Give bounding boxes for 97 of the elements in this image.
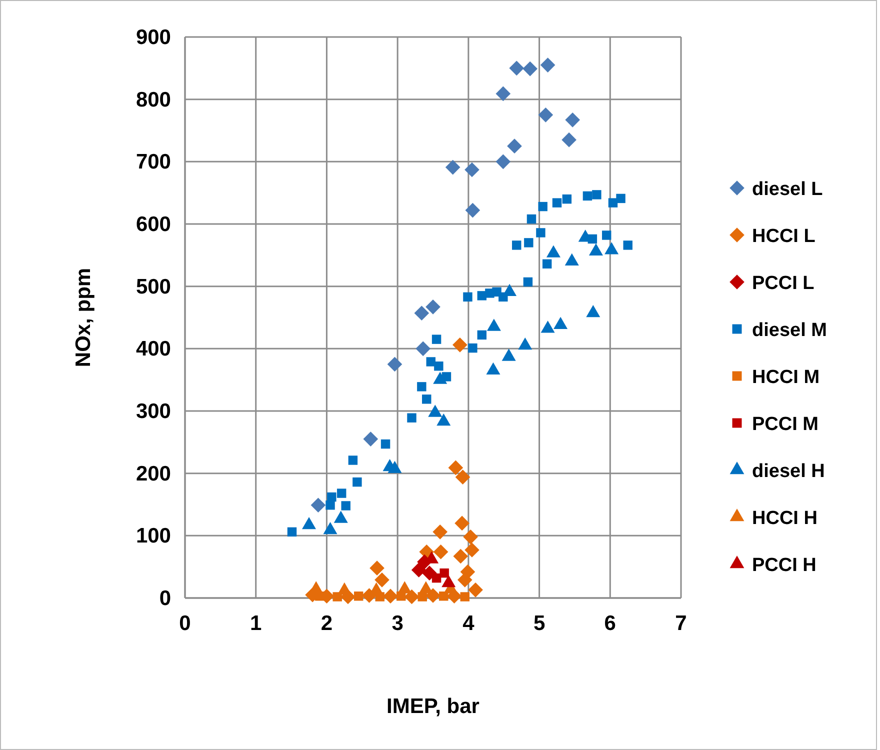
y-tick-label: 800: [136, 88, 171, 112]
point: [432, 524, 448, 540]
legend-label: diesel M: [752, 320, 827, 341]
point: [608, 198, 618, 208]
legend-label: diesel H: [752, 461, 825, 482]
point: [526, 214, 536, 224]
point: [460, 592, 470, 602]
point: [414, 306, 430, 321]
y-tick-label: 900: [136, 26, 171, 49]
point: [464, 542, 480, 558]
point: [434, 362, 444, 371]
y-tick-label: 200: [136, 462, 171, 486]
point: [422, 566, 437, 580]
point: [387, 356, 402, 372]
point: [463, 529, 478, 544]
point: [463, 292, 472, 302]
legend-label: HCCI H: [752, 508, 818, 529]
point: [453, 548, 468, 564]
point: [417, 382, 426, 392]
point: [592, 190, 602, 200]
x-tick-label: 0: [179, 612, 191, 635]
y-tick-label: 400: [136, 338, 171, 361]
point: [374, 572, 390, 588]
point: [363, 432, 378, 446]
point: [457, 572, 472, 588]
point: [477, 330, 486, 340]
point: [380, 439, 390, 449]
point: [562, 132, 576, 148]
point: [433, 544, 448, 560]
point: [341, 501, 350, 510]
point: [454, 516, 470, 531]
point: [422, 394, 432, 404]
point: [602, 230, 612, 240]
x-tick-label: 5: [533, 612, 546, 635]
y-tick-label: 300: [136, 400, 171, 423]
point: [352, 477, 362, 487]
legend-label: diesel L: [752, 179, 824, 200]
x-tick-label: 4: [462, 612, 475, 635]
point: [552, 198, 562, 208]
point: [582, 191, 592, 201]
y-tick-label: 600: [136, 213, 171, 236]
point: [507, 138, 522, 154]
point: [540, 58, 556, 72]
x-axis-title: IMEP, bar: [386, 695, 480, 718]
legend-label: HCCI L: [752, 226, 816, 247]
point: [287, 527, 297, 537]
point: [370, 560, 384, 576]
y-axis-title: NOx, ppm: [72, 268, 95, 368]
point: [509, 60, 524, 76]
point: [432, 334, 442, 344]
point: [336, 488, 346, 498]
point: [407, 413, 416, 422]
legend-label: PCCI M: [752, 414, 818, 435]
y-tick-label: 500: [136, 275, 171, 298]
x-tick-label: 2: [320, 612, 333, 635]
point: [440, 568, 449, 578]
point: [562, 194, 572, 204]
point: [326, 500, 335, 510]
point: [623, 240, 632, 250]
point: [464, 162, 480, 178]
legend-label: PCCI L: [752, 273, 815, 294]
point: [383, 588, 398, 604]
point: [468, 582, 483, 598]
point: [448, 460, 464, 476]
point: [465, 202, 480, 218]
point: [512, 240, 522, 250]
point: [542, 259, 552, 269]
point: [523, 277, 533, 287]
y-tick-label: 0: [159, 587, 171, 610]
x-tick-label: 1: [250, 612, 262, 635]
point: [416, 341, 430, 356]
x-tick-label: 7: [675, 612, 687, 635]
y-tick-label: 100: [136, 524, 171, 548]
point: [496, 86, 511, 102]
point: [348, 456, 358, 465]
point: [468, 343, 478, 353]
point: [455, 470, 470, 484]
point: [452, 338, 468, 352]
point: [327, 492, 336, 502]
point: [538, 202, 548, 212]
point: [445, 160, 460, 175]
point: [496, 154, 511, 170]
point: [565, 112, 580, 128]
point: [426, 357, 436, 366]
point: [522, 61, 538, 76]
point: [310, 498, 326, 513]
legend-label: PCCI H: [752, 555, 816, 576]
point: [536, 228, 546, 238]
point: [538, 108, 554, 122]
legend-label: HCCI M: [752, 367, 820, 388]
point: [616, 194, 626, 204]
point: [524, 238, 534, 248]
x-tick-label: 6: [604, 612, 616, 635]
point: [426, 299, 440, 314]
point: [354, 592, 364, 601]
y-tick-label: 700: [136, 150, 171, 174]
x-tick-label: 3: [392, 612, 404, 635]
